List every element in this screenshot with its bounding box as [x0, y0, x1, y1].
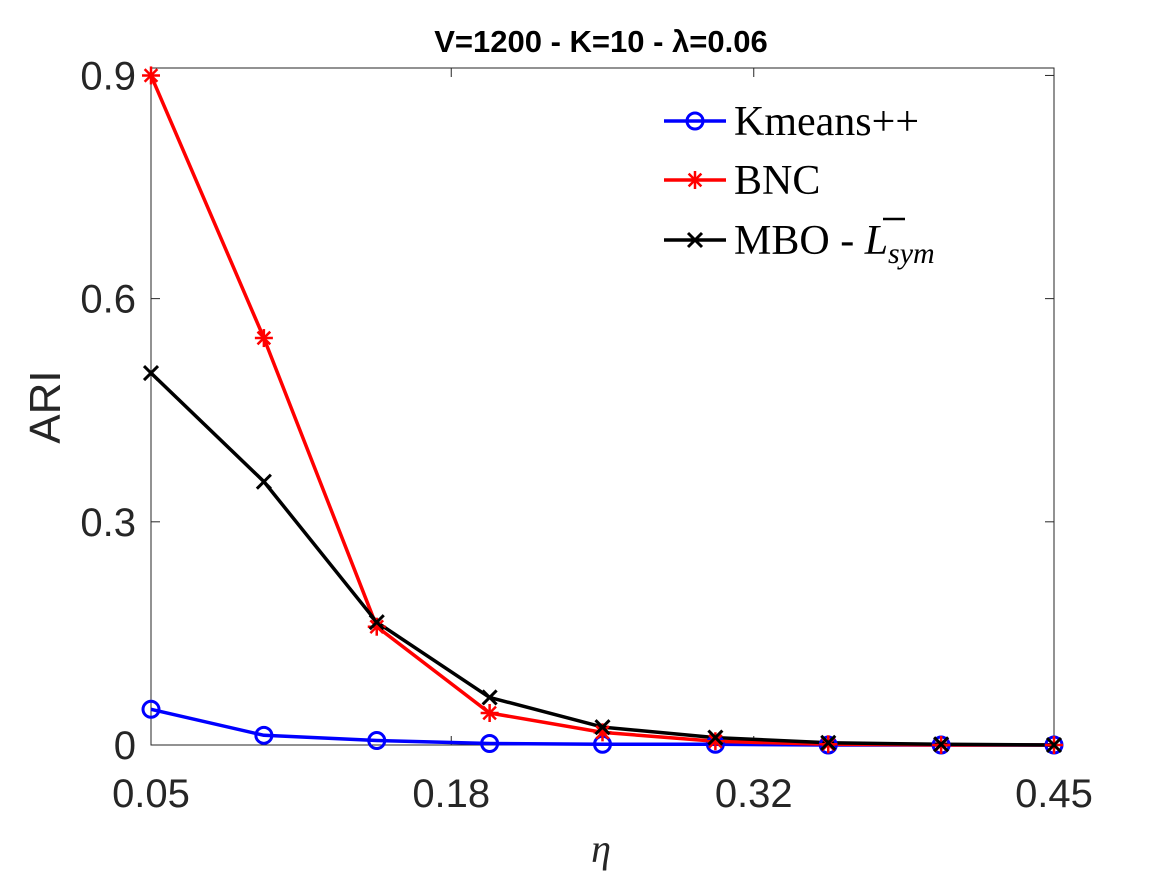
y-axis-label: ARI	[21, 370, 70, 443]
marker-circle	[141, 699, 161, 719]
marker-circle	[685, 111, 705, 131]
marker-stroke	[256, 330, 272, 346]
x-tick-label: 0.45	[1015, 772, 1093, 816]
x-tick-label: 0.05	[112, 772, 190, 816]
marker-stroke	[143, 68, 159, 83]
data-point	[481, 689, 498, 706]
plot-area	[141, 66, 1064, 755]
marker-stroke	[595, 725, 610, 740]
y-tick-labels: 0 0.3 0.6 0.9	[80, 54, 136, 768]
x-tick-label: 0.32	[715, 772, 793, 816]
marker-stroke	[594, 719, 611, 736]
data-point	[142, 364, 160, 382]
ticks	[150, 68, 1055, 746]
series-line-x	[149, 371, 1055, 747]
marker-stroke	[481, 689, 498, 706]
legend-marker	[685, 111, 705, 131]
y-tick-label: 0.9	[80, 54, 136, 98]
data-point	[141, 699, 161, 719]
axes-box	[150, 67, 1055, 746]
marker-stroke	[686, 231, 704, 249]
x-tick-label: 0.18	[412, 772, 490, 816]
marker-stroke	[1045, 736, 1063, 754]
marker-circle	[480, 734, 500, 754]
data-point	[594, 719, 611, 736]
data-point	[254, 725, 274, 745]
legend-label: Kmeans++	[734, 99, 919, 145]
series-lines	[149, 74, 1055, 747]
data-point	[367, 731, 387, 751]
legend-label: MBO - Lsym	[734, 218, 935, 270]
data-point	[933, 736, 950, 753]
legend: Kmeans++ BNC MBO - Lsym	[664, 99, 935, 270]
marker-stroke	[482, 705, 497, 721]
data-point	[820, 734, 837, 751]
series-markers	[141, 66, 1064, 755]
marker-stroke	[933, 736, 950, 753]
data-point	[255, 473, 272, 490]
x-tick-labels: 0.05 0.18 0.32 0.45	[112, 772, 1093, 816]
data-point	[480, 734, 500, 754]
marker-stroke	[255, 473, 272, 490]
marker-circle	[367, 731, 387, 751]
y-tick-label: 0	[114, 724, 136, 768]
marker-stroke	[687, 172, 703, 188]
data-point	[254, 329, 273, 348]
chart-title: V=1200 - K=10 - λ=0.06	[434, 24, 768, 59]
marker-stroke	[708, 734, 723, 749]
series-line-asterisk	[149, 74, 1054, 747]
marker-stroke	[707, 729, 724, 746]
y-tick-label: 0.3	[80, 501, 136, 545]
data-point	[142, 66, 160, 85]
marker-stroke	[368, 614, 385, 631]
data-point	[707, 729, 724, 746]
legend-item: Kmeans++	[664, 99, 919, 145]
legend-item: BNC	[664, 158, 820, 204]
data-point	[706, 732, 725, 751]
legend-marker	[686, 231, 704, 249]
data-point	[368, 614, 385, 631]
x-axis-label: η	[591, 826, 611, 871]
legend-item: MBO - Lsym	[664, 217, 935, 270]
marker-stroke	[142, 364, 160, 382]
marker-circle	[254, 725, 274, 745]
legend-marker	[686, 171, 704, 189]
legend-label: BNC	[734, 158, 820, 204]
y-tick-label: 0.6	[80, 278, 136, 322]
data-point	[1045, 736, 1063, 754]
marker-stroke	[369, 619, 384, 634]
marker-stroke	[820, 734, 837, 751]
data-point	[480, 704, 499, 723]
